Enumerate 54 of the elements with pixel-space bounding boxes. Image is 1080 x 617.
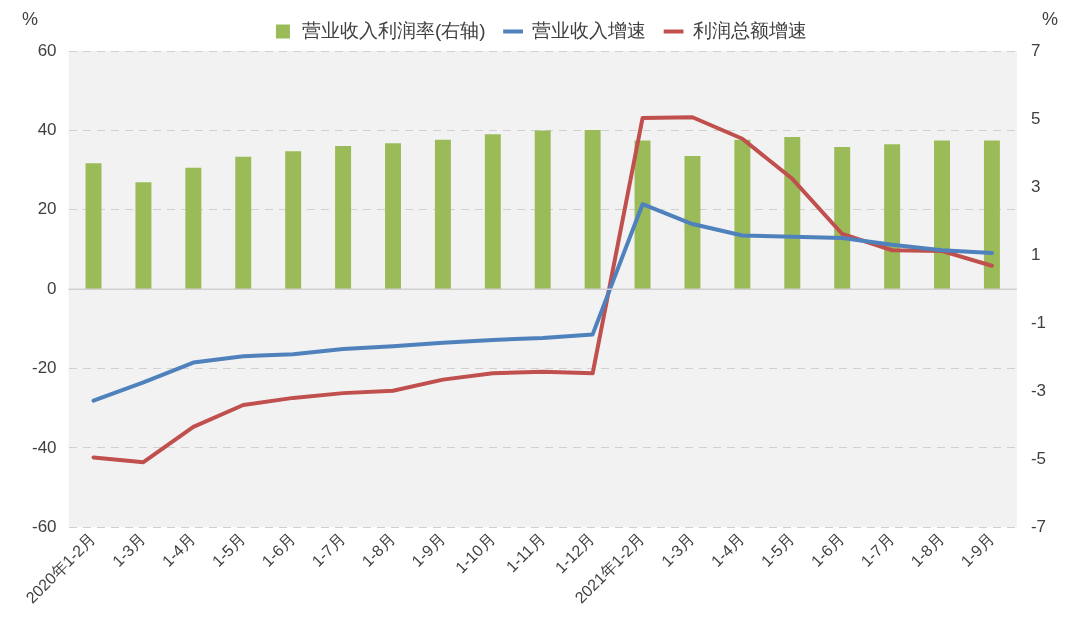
- x-tick-label: 1-6月: [258, 530, 299, 570]
- y2-tick-label: 7: [1030, 40, 1041, 60]
- bar: [634, 140, 651, 290]
- y-tick-label: -60: [31, 516, 57, 536]
- x-tick-label: 1-7月: [857, 530, 898, 570]
- y2-tick-label: 1: [1030, 244, 1041, 264]
- bar: [285, 151, 302, 290]
- bar: [884, 144, 901, 290]
- bar: [684, 156, 701, 290]
- y2-tick-label: -1: [1030, 312, 1047, 332]
- y-tick-label: 40: [37, 120, 57, 140]
- x-tick-label: 1-8月: [907, 530, 948, 570]
- y-tick-label: -40: [31, 437, 57, 457]
- bar: [934, 140, 950, 290]
- x-tick-label: 1-9月: [408, 530, 449, 570]
- y2-axis-title: %: [1041, 8, 1058, 29]
- x-tick-label: 1-4月: [158, 530, 199, 570]
- bar: [185, 167, 202, 290]
- bar: [834, 146, 851, 290]
- x-tick-label: 1-6月: [807, 530, 848, 570]
- y2-tick-label: -7: [1030, 516, 1047, 536]
- x-tick-label: 1-5月: [208, 530, 249, 570]
- bar: [135, 182, 152, 290]
- bar: [434, 139, 451, 290]
- x-tick-label: 1-9月: [957, 530, 998, 570]
- y2-tick-label: -3: [1030, 380, 1047, 400]
- bar: [983, 140, 1000, 290]
- bar: [784, 137, 801, 290]
- y-tick-label: 0: [47, 278, 57, 298]
- x-tick-label: 1-8月: [358, 530, 399, 570]
- x-tick-label: 1-5月: [757, 530, 798, 570]
- y-tick-label: 20: [37, 199, 57, 219]
- y2-tick-label: -5: [1030, 448, 1047, 468]
- x-tick-label: 1-7月: [308, 530, 349, 570]
- legend-label: 利润总额增速: [692, 19, 807, 41]
- bar: [235, 156, 252, 290]
- bar: [85, 163, 102, 290]
- y2-tick-label: 3: [1030, 176, 1041, 196]
- x-tick-label: 1-3月: [108, 530, 149, 570]
- bar: [734, 139, 751, 290]
- y-tick-label: -20: [31, 358, 57, 378]
- bar: [385, 143, 401, 290]
- legend-label: 营业收入增速: [532, 19, 647, 41]
- bar: [584, 129, 601, 290]
- x-tick-label: 1-3月: [658, 530, 698, 570]
- x-tick-label: 1-4月: [707, 530, 748, 570]
- bar: [484, 134, 501, 290]
- y2-tick-label: 5: [1030, 108, 1041, 128]
- x-tick-label: 1-11月: [502, 530, 548, 576]
- y-tick-label: 60: [37, 40, 57, 60]
- bar: [534, 130, 551, 290]
- bar: [335, 145, 352, 290]
- legend-label: 营业收入利润率(右轴): [301, 19, 486, 41]
- y-axis-title: %: [22, 8, 39, 29]
